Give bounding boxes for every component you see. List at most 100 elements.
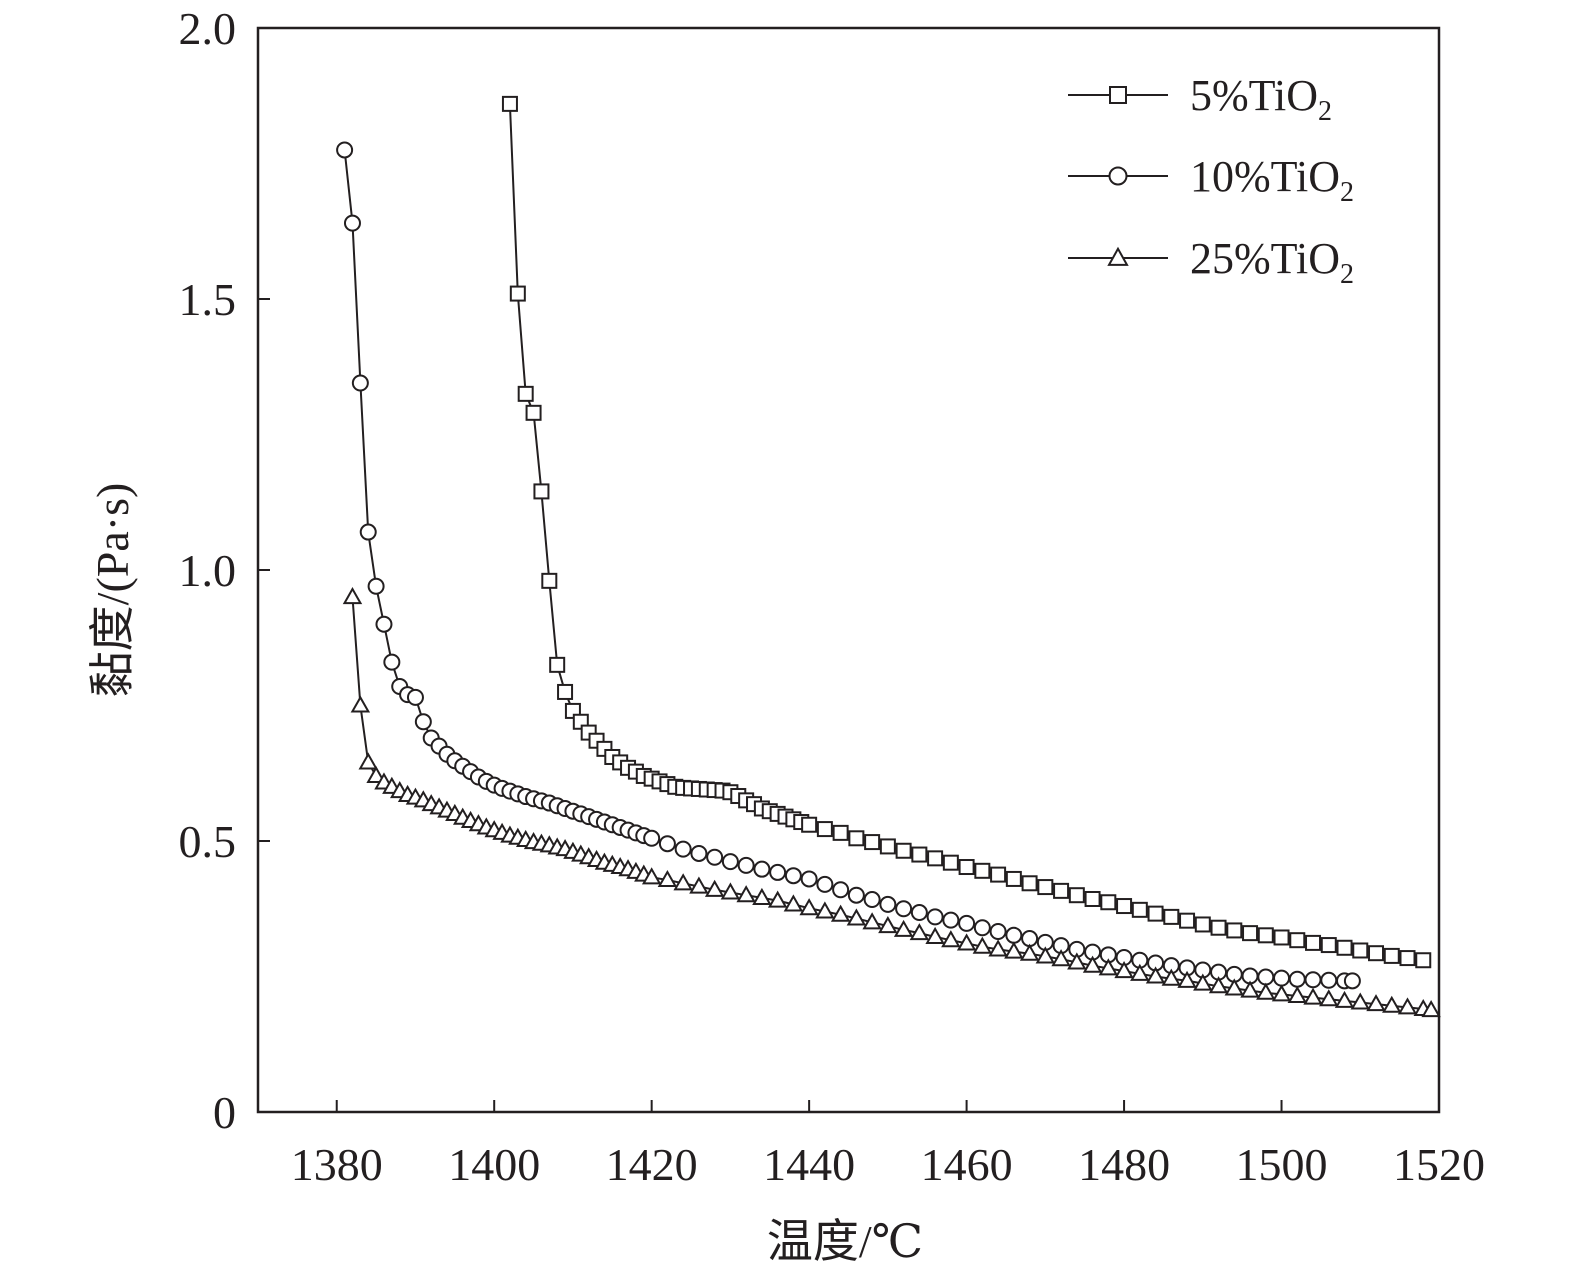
x-tick-label: 1520 bbox=[1393, 1139, 1485, 1190]
x-tick-label: 1400 bbox=[448, 1139, 540, 1190]
triangle-marker bbox=[925, 926, 945, 944]
circle-marker bbox=[375, 615, 393, 633]
square-marker bbox=[927, 850, 944, 867]
square-marker bbox=[1131, 901, 1148, 918]
circle-marker bbox=[863, 891, 881, 909]
triangle-marker bbox=[1256, 982, 1276, 1000]
circle-marker bbox=[1343, 972, 1361, 990]
series-square bbox=[501, 95, 1432, 969]
triangle-marker bbox=[830, 904, 851, 922]
circle-marker bbox=[1108, 166, 1128, 186]
square-marker bbox=[879, 838, 896, 855]
triangle-marker bbox=[641, 867, 662, 885]
triangle-marker bbox=[1019, 943, 1040, 961]
series-triangle bbox=[342, 587, 1441, 1018]
triangle-marker bbox=[350, 695, 371, 713]
triangle-marker bbox=[736, 885, 756, 903]
square-marker bbox=[1068, 887, 1085, 904]
triangle-marker bbox=[673, 873, 693, 891]
square-marker bbox=[549, 656, 566, 673]
square-marker bbox=[1084, 890, 1101, 907]
triangle-marker bbox=[767, 890, 788, 908]
square-marker bbox=[1037, 879, 1054, 896]
triangle-marker bbox=[752, 887, 772, 905]
triangle-marker bbox=[862, 912, 882, 930]
circle-marker bbox=[910, 904, 928, 922]
triangle-marker bbox=[1082, 955, 1103, 973]
triangle-marker bbox=[1287, 985, 1307, 1004]
triangle-marker bbox=[1177, 970, 1197, 988]
square-marker bbox=[1257, 927, 1274, 944]
triangle-marker bbox=[1004, 941, 1024, 959]
square-marker bbox=[1320, 937, 1337, 954]
legend: 5%TiO2 10%TiO2 25%TiO2 bbox=[1068, 71, 1354, 290]
square-marker bbox=[1053, 882, 1070, 899]
circle-marker bbox=[753, 860, 771, 878]
series-layer bbox=[336, 95, 1441, 1018]
square-marker bbox=[1242, 925, 1259, 942]
triangle-marker bbox=[1240, 980, 1260, 998]
square-marker bbox=[848, 830, 865, 847]
square-marker bbox=[1273, 929, 1290, 946]
triangle-marker bbox=[878, 916, 898, 934]
square-marker bbox=[541, 572, 558, 589]
circle-marker bbox=[737, 856, 755, 874]
circle-marker bbox=[383, 653, 401, 671]
square-marker bbox=[942, 854, 959, 871]
triangle-marker bbox=[1035, 946, 1056, 964]
square-marker bbox=[911, 846, 928, 863]
x-tick-label: 1420 bbox=[606, 1139, 698, 1190]
square-marker bbox=[1383, 947, 1400, 964]
square-marker bbox=[1226, 922, 1243, 939]
triangle-marker bbox=[1382, 995, 1402, 1013]
circle-marker bbox=[721, 853, 739, 871]
square-marker bbox=[557, 683, 574, 700]
circle-marker bbox=[336, 141, 354, 159]
square-marker bbox=[1352, 942, 1369, 959]
circle-marker bbox=[973, 919, 991, 937]
triangle-marker bbox=[1161, 968, 1182, 986]
square-marker bbox=[1194, 916, 1211, 933]
circle-marker bbox=[879, 895, 897, 913]
square-marker bbox=[1021, 875, 1038, 892]
circle-marker bbox=[643, 829, 661, 847]
triangle-marker bbox=[1145, 966, 1166, 984]
square-marker bbox=[501, 95, 518, 112]
circle-marker bbox=[895, 900, 913, 918]
circle-marker bbox=[351, 374, 369, 392]
circle-marker bbox=[1257, 968, 1275, 986]
legend-label: 25%TiO2 bbox=[1190, 234, 1354, 290]
triangle-marker bbox=[720, 882, 741, 900]
square-marker bbox=[832, 824, 849, 841]
triangle-marker bbox=[1098, 958, 1119, 976]
triangle-marker bbox=[1224, 978, 1245, 996]
circle-marker bbox=[800, 870, 818, 888]
square-marker bbox=[1336, 939, 1353, 956]
square-marker bbox=[1289, 932, 1306, 949]
square-marker bbox=[1163, 908, 1180, 925]
series-line bbox=[351, 597, 1432, 1012]
square-marker bbox=[990, 866, 1007, 883]
triangle-marker bbox=[1130, 963, 1150, 981]
triangle-marker bbox=[1366, 994, 1386, 1012]
triangle-marker bbox=[783, 894, 804, 912]
triangle-marker bbox=[1107, 246, 1129, 266]
triangle-marker bbox=[1421, 1000, 1441, 1018]
triangle-marker bbox=[657, 869, 678, 888]
circle-marker bbox=[1288, 970, 1306, 988]
x-axis-title: 温度/℃ bbox=[767, 1216, 923, 1267]
circle-marker bbox=[406, 688, 424, 706]
triangle-marker bbox=[1208, 976, 1229, 994]
circle-marker bbox=[958, 914, 976, 932]
y-axis-title: 黏度/(Pa·s) bbox=[87, 483, 138, 698]
triangle-marker bbox=[704, 879, 725, 897]
square-marker bbox=[1116, 898, 1133, 915]
square-marker bbox=[1179, 912, 1196, 929]
y-axis-ticks: 0 0.5 1.0 1.5 2.0 bbox=[179, 3, 270, 1138]
circle-marker bbox=[414, 713, 432, 731]
triangle-marker bbox=[1067, 952, 1087, 970]
x-tick-label: 1380 bbox=[291, 1139, 383, 1190]
square-marker bbox=[1109, 86, 1127, 104]
circle-marker bbox=[926, 908, 944, 926]
square-marker bbox=[1399, 950, 1416, 967]
